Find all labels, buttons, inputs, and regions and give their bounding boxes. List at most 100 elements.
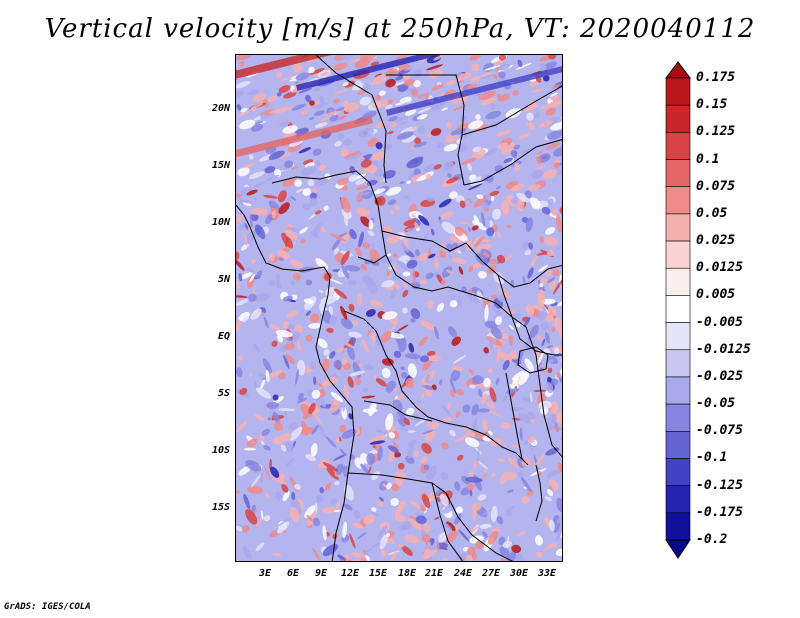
field-patch [383, 169, 396, 179]
field-patch [245, 509, 258, 525]
field-patch [368, 401, 377, 417]
field-patch [456, 72, 472, 81]
field-patch [302, 203, 311, 211]
colorbar-label: -0.075 [696, 423, 743, 439]
field-patch [486, 401, 495, 409]
sahara-borders [315, 55, 465, 186]
field-patch [251, 474, 261, 488]
field-band [385, 61, 562, 116]
field-patch [362, 110, 377, 120]
field-patch [547, 100, 562, 107]
field-patch [541, 338, 546, 347]
field-patch [538, 120, 553, 128]
lat-label: EQ [217, 331, 230, 342]
field-patch [335, 463, 344, 476]
field-patch [412, 268, 417, 286]
field-patch [397, 324, 409, 332]
field-patch [440, 211, 454, 220]
field-patch [243, 447, 257, 451]
field-patch [339, 424, 347, 433]
field-patch [483, 377, 491, 388]
field-patch [518, 133, 531, 139]
field-patch [283, 91, 297, 99]
field-patch [426, 465, 438, 481]
field-patch [309, 313, 320, 323]
field-patch [423, 164, 437, 173]
field-patch [331, 238, 341, 251]
field-patch [485, 110, 502, 120]
field-patch [420, 455, 428, 464]
field-patch [475, 91, 487, 97]
field-patch [397, 115, 409, 125]
field-patch [470, 423, 479, 429]
field-patch [278, 120, 292, 127]
field-patch [472, 236, 482, 245]
field-patch [533, 389, 547, 393]
field-patch [344, 265, 361, 272]
field-patch [243, 493, 251, 510]
field-patch [337, 177, 349, 186]
colorbar-swatch [665, 104, 691, 133]
colorbar-label: 0.175 [696, 70, 736, 85]
field-patch [249, 372, 253, 377]
field-patch [450, 369, 461, 382]
field-patch [526, 411, 536, 421]
field-patch [452, 355, 467, 364]
field-patch [475, 540, 484, 550]
field-patch [439, 379, 443, 385]
field-patch [551, 209, 559, 216]
field-patch [328, 278, 342, 285]
field-patch [238, 271, 254, 280]
field-patch [333, 106, 347, 113]
field-patch [292, 272, 301, 281]
field-patch [525, 304, 535, 316]
field-patch [361, 83, 372, 91]
field-patch [418, 215, 430, 226]
grads-credit: GrADS: IGES/COLA [4, 602, 91, 612]
field-patch [529, 81, 539, 87]
field-patch [523, 104, 539, 113]
field-patch [265, 214, 273, 225]
field-patch [553, 162, 560, 169]
field-patch [438, 532, 448, 543]
field-patch [375, 94, 382, 101]
field-patch [534, 535, 544, 546]
field-patch [396, 260, 409, 270]
field-patch [535, 165, 547, 170]
field-patch [354, 58, 371, 69]
field-patch [406, 157, 423, 169]
field-patch [523, 440, 529, 446]
field-patch [393, 253, 398, 258]
field-patch [453, 435, 470, 443]
field-patch [347, 279, 357, 286]
field-patch [514, 162, 521, 171]
field-patch [455, 506, 463, 514]
colorbar-swatch [665, 403, 691, 432]
field-patch [451, 365, 465, 371]
field-patch [494, 165, 504, 173]
field-patch [554, 317, 562, 334]
field-patch [335, 499, 341, 512]
field-patch [278, 202, 290, 215]
field-patch [396, 411, 407, 427]
field-patch [279, 76, 294, 82]
field-patch [308, 66, 315, 74]
field-patch [333, 89, 348, 95]
field-patch [305, 94, 312, 103]
field-patch [388, 431, 396, 439]
field-patch [305, 453, 316, 462]
field-patch [490, 196, 495, 202]
field-patch [422, 429, 434, 435]
field-patch [395, 101, 406, 106]
field-patch [298, 87, 313, 94]
field-patch [253, 197, 257, 202]
field-patch [427, 300, 435, 309]
field-patch [401, 135, 416, 143]
field-patch [490, 102, 496, 111]
field-patch [379, 178, 385, 182]
field-patch [274, 168, 282, 178]
congo-basin-borders [343, 254, 527, 392]
colorbar-swatch [665, 267, 691, 296]
field-patch [286, 310, 298, 318]
field-patch [284, 160, 294, 169]
